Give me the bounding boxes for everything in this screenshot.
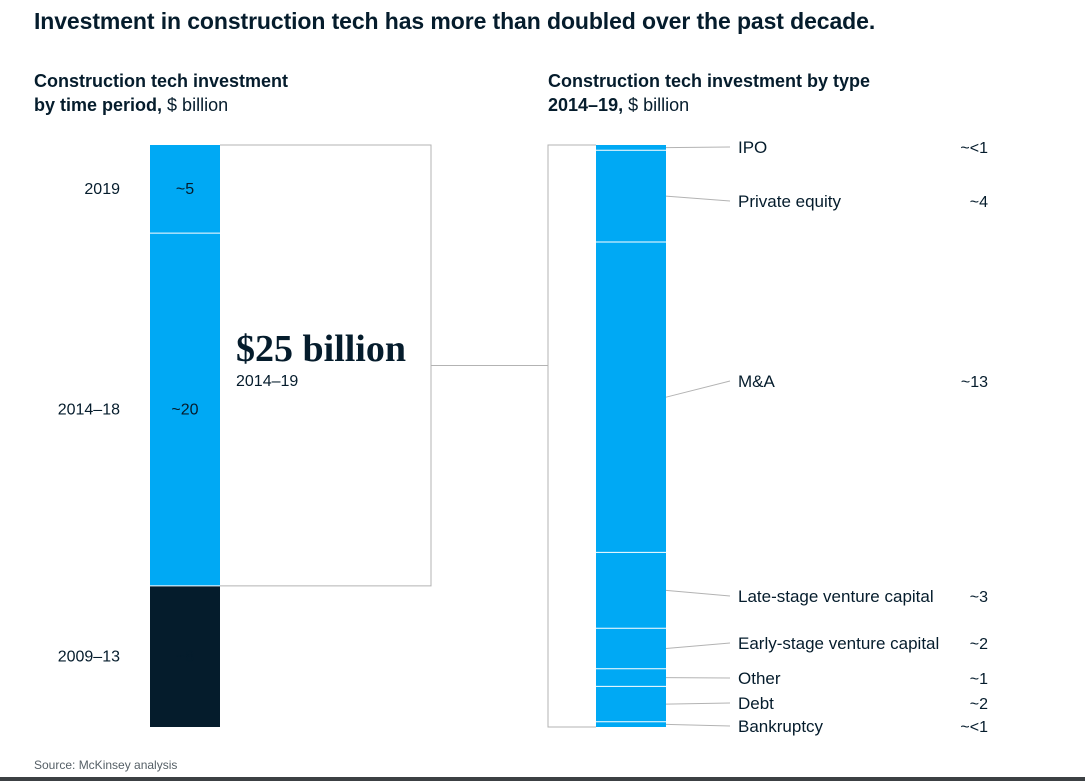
type-leader-line-4 bbox=[665, 642, 731, 650]
bottom-bar bbox=[0, 777, 1085, 781]
type-category-label-4: Early-stage venture capital bbox=[738, 634, 939, 653]
type-value-label-5: ~1 bbox=[970, 671, 988, 688]
right-chart-title: Construction tech investment by type 201… bbox=[548, 69, 870, 117]
type-frame bbox=[547, 144, 596, 728]
callout-period: 2014–19 bbox=[236, 373, 298, 390]
type-category-label-1: Private equity bbox=[738, 192, 841, 211]
type-bar-3 bbox=[596, 552, 666, 629]
type-value-label-6: ~2 bbox=[970, 696, 988, 713]
type-category-label-6: Debt bbox=[738, 694, 774, 713]
type-bar-7 bbox=[596, 721, 666, 727]
left-title-unit: $ billion bbox=[167, 95, 229, 115]
left-title-line-2: by time period, bbox=[34, 95, 163, 115]
left-title-line-1: Construction tech investment bbox=[34, 71, 289, 91]
left-chart-title: Construction tech investment by time per… bbox=[34, 69, 288, 117]
type-leader-line-2 bbox=[665, 380, 731, 398]
type-bar-1 bbox=[596, 150, 666, 242]
type-value-label-0: ~<1 bbox=[960, 140, 988, 157]
right-title-unit: $ billion bbox=[628, 95, 690, 115]
type-leader-line-0 bbox=[665, 146, 731, 149]
type-value-label-2: ~13 bbox=[961, 374, 988, 391]
period-bar-0 bbox=[150, 145, 220, 234]
right-title-line-2: 2014–19, bbox=[548, 95, 624, 115]
type-leader-line-3 bbox=[665, 589, 731, 597]
type-category-label-5: Other bbox=[738, 669, 781, 688]
type-category-label-0: IPO bbox=[738, 138, 767, 157]
type-category-label-3: Late-stage venture capital bbox=[738, 587, 934, 606]
type-value-label-3: ~3 bbox=[970, 589, 988, 606]
type-leader-line-1 bbox=[665, 195, 731, 202]
period-bar-1 bbox=[150, 233, 220, 586]
right-title-line-1: Construction tech investment by type bbox=[548, 71, 871, 91]
period-value-label-1: ~20 bbox=[171, 402, 198, 419]
type-bar-5 bbox=[596, 668, 666, 687]
type-bar-4 bbox=[596, 628, 666, 669]
headline: Investment in construction tech has more… bbox=[34, 8, 876, 34]
type-leader-line-7 bbox=[665, 723, 731, 727]
type-bar-6 bbox=[596, 686, 666, 722]
period-value-label-2: ~8 bbox=[176, 648, 194, 665]
period-category-label-2: 2009–13 bbox=[58, 648, 120, 665]
type-category-label-2: M&A bbox=[738, 372, 776, 391]
period-category-label-1: 2014–18 bbox=[58, 402, 120, 419]
type-bar-0 bbox=[596, 145, 666, 151]
period-bar-2 bbox=[150, 585, 220, 727]
callout-value: $25 billion bbox=[236, 328, 406, 370]
type-category-label-7: Bankruptcy bbox=[738, 717, 824, 736]
type-value-label-7: ~<1 bbox=[960, 719, 988, 736]
period-category-label-0: 2019 bbox=[84, 181, 120, 198]
type-bar-2 bbox=[596, 242, 666, 553]
period-value-label-0: ~5 bbox=[176, 181, 194, 198]
type-value-label-4: ~2 bbox=[970, 636, 988, 653]
type-value-label-1: ~4 bbox=[970, 194, 988, 211]
source-note: Source: McKinsey analysis bbox=[34, 758, 178, 772]
type-leader-line-6 bbox=[665, 702, 731, 705]
